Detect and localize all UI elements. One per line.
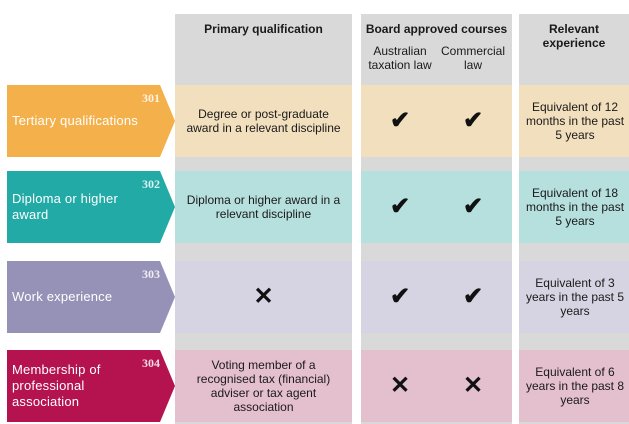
pathway-label: Membership of professional association [12,362,101,409]
header-board-approved-courses: Board approved courses [365,22,508,36]
pathway-row-301: 301 Tertiary qualifications Degree or po… [0,85,629,157]
header-australian-taxation-law: Australian taxation law [368,44,432,72]
australian-taxation-law-mark: ✔ [389,193,411,220]
row-tint-board [361,261,512,333]
header-commercial-law: Commercial law [440,44,505,72]
pathway-row-302: 302 Diploma or higher award Diploma or h… [0,171,629,243]
row-tint-experience [519,350,629,422]
relevant-experience-cell: Equivalent of 6 years in the past 8 year… [525,365,625,407]
pathway-row-303: 303 Work experience ✕ ✔ ✔ Equivalent of … [0,261,629,333]
australian-taxation-law-mark: ✕ [389,372,411,399]
pathway-row-304: 304 Membership of professional associati… [0,350,629,422]
australian-taxation-law-mark: ✔ [389,283,411,310]
header-primary-qualification: Primary qualification [204,22,323,36]
pathway-number: 304 [142,356,160,370]
primary-qualification-cell: Diploma or higher award in a relevant di… [186,193,341,221]
row-tint-primary [175,85,352,157]
pathway-arrow [7,171,175,243]
row-tint-experience [519,261,629,333]
relevant-experience-cell: Equivalent of 3 years in the past 5 year… [525,276,625,318]
row-tint-primary [175,261,352,333]
primary-qualification-cell: Voting member of a recognised tax (finan… [196,358,331,414]
row-tint-primary [175,350,352,422]
row-tint-board [361,171,512,243]
pathway-number: 301 [142,91,160,105]
australian-taxation-law-mark: ✔ [389,107,411,134]
row-tint-experience [519,85,629,157]
row-tint-primary [175,171,352,243]
relevant-experience-cell: Equivalent of 18 months in the past 5 ye… [525,186,625,228]
primary-qualification-cell: ✕ [253,283,274,310]
header-relevant-experience: Relevant experience [542,22,606,50]
primary-qualification-cell: Degree or post-graduate award in a relev… [186,107,341,135]
pathway-number: 302 [142,177,160,191]
commercial-law-mark: ✕ [462,372,484,399]
row-tint-board [361,350,512,422]
commercial-law-mark: ✔ [462,107,484,134]
commercial-law-mark: ✔ [462,283,484,310]
pathway-number: 303 [142,267,160,281]
pathway-label: Tertiary qualifications [12,113,138,128]
pathway-arrow [7,261,175,333]
pathway-label: Diploma or higher award [12,191,119,222]
pathway-label: Work experience [12,289,113,304]
pathway-arrow [7,85,175,157]
relevant-experience-cell: Equivalent of 12 months in the past 5 ye… [525,100,625,142]
pathway-arrow [7,350,175,422]
commercial-law-mark: ✔ [462,193,484,220]
row-tint-experience [519,171,629,243]
row-tint-board [361,85,512,157]
